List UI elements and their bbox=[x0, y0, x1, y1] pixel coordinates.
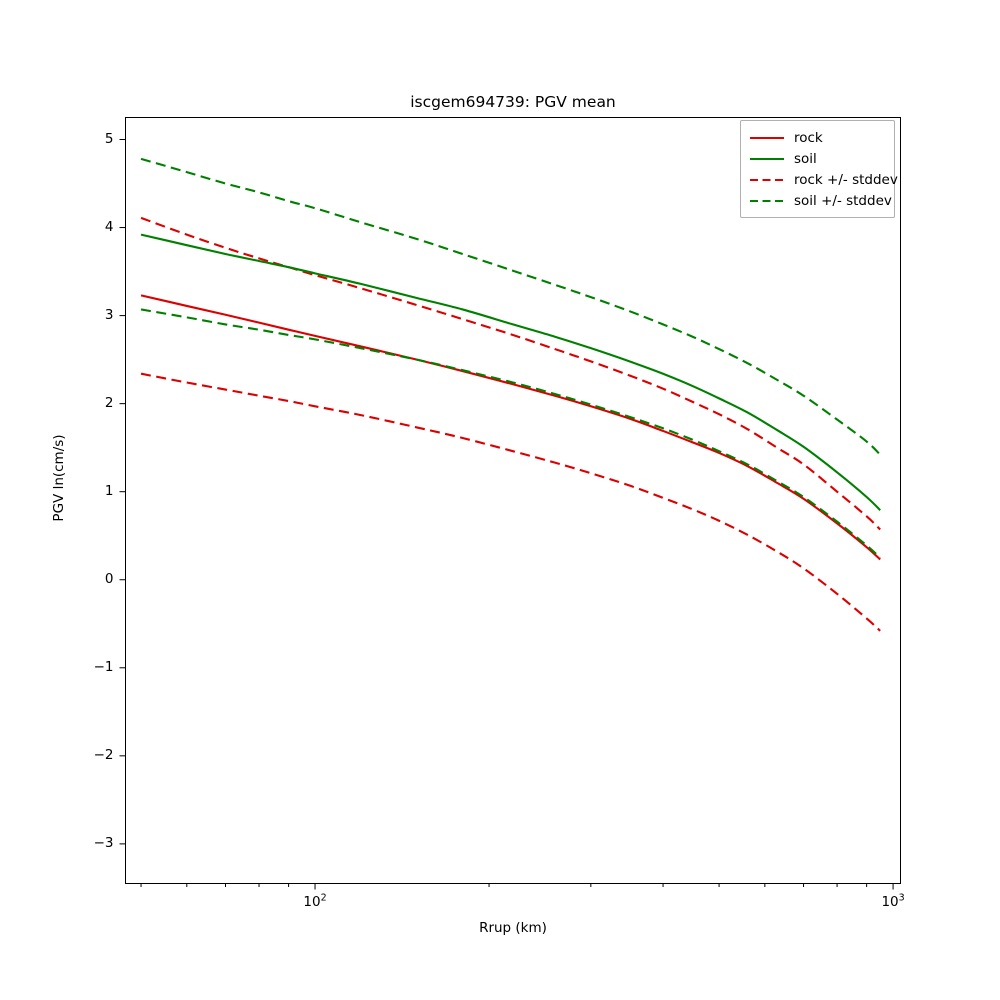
legend-label: rock bbox=[794, 129, 823, 146]
series-line bbox=[140, 294, 881, 561]
x-tick-exponent: 3 bbox=[898, 892, 905, 903]
x-tick-label: 103 bbox=[863, 892, 923, 910]
series-line bbox=[140, 308, 881, 559]
legend-label: soil bbox=[794, 150, 817, 167]
legend-item[interactable]: soil bbox=[749, 148, 886, 169]
legend-line-swatch bbox=[749, 153, 785, 165]
y-tick-label: 4 bbox=[104, 218, 114, 235]
y-axis-label: PGV ln(cm/s) bbox=[51, 434, 67, 522]
data-series-group bbox=[140, 157, 881, 632]
legend-line-swatch bbox=[749, 195, 785, 207]
legend-item[interactable]: rock bbox=[749, 127, 886, 148]
series-line bbox=[140, 216, 881, 531]
x-tick-marks bbox=[140, 883, 894, 890]
chart-title: iscgem694739: PGV mean bbox=[410, 93, 616, 111]
y-tick-label: −1 bbox=[93, 658, 114, 675]
legend-line-swatch bbox=[749, 174, 785, 186]
series-line bbox=[140, 372, 881, 632]
series-line bbox=[140, 233, 881, 511]
x-tick-exponent: 2 bbox=[320, 892, 327, 903]
y-tick-label: −2 bbox=[93, 746, 114, 763]
x-tick-label: 102 bbox=[285, 892, 345, 910]
y-tick-label: 5 bbox=[104, 130, 114, 147]
x-tick-mantissa: 10 bbox=[303, 893, 321, 910]
y-tick-marks bbox=[119, 139, 126, 845]
y-tick-label: 2 bbox=[104, 394, 114, 411]
legend-item[interactable]: rock +/- stddev bbox=[749, 169, 898, 190]
x-axis-label: Rrup (km) bbox=[479, 920, 547, 936]
x-tick-mantissa: 10 bbox=[881, 893, 899, 910]
y-tick-label: 3 bbox=[104, 306, 114, 323]
series-line bbox=[140, 157, 881, 456]
legend-item[interactable]: soil +/- stddev bbox=[749, 190, 892, 211]
legend-label: rock +/- stddev bbox=[794, 171, 898, 188]
y-tick-label: 1 bbox=[104, 482, 114, 499]
chart-legend: rock soil rock +/- stddev soil +/- stddev bbox=[740, 120, 898, 218]
legend-line-swatch bbox=[749, 132, 785, 144]
plot-frame bbox=[125, 117, 901, 884]
y-tick-label: 0 bbox=[104, 570, 114, 587]
legend-label: soil +/- stddev bbox=[794, 192, 892, 209]
y-tick-label: −3 bbox=[93, 834, 114, 851]
